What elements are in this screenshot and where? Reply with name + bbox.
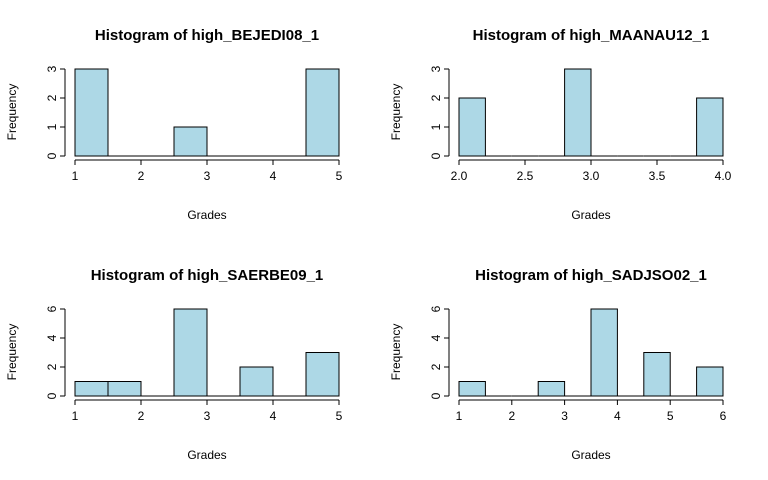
panel-2-bars <box>458 68 724 157</box>
histogram-bar <box>643 352 671 397</box>
histogram-bar <box>537 381 566 397</box>
histogram-bar <box>458 97 486 157</box>
x-tick-label: 3.5 <box>649 169 666 183</box>
x-tick-label: 2.5 <box>517 169 534 183</box>
panel-1-x-axis: 1 2 3 4 5 <box>72 159 343 183</box>
histogram-bar <box>564 68 592 157</box>
x-tick-label: 4 <box>270 409 277 423</box>
histogram-panel-1: Histogram of high_BEJEDI08_1 Grades Freq… <box>5 27 343 222</box>
histogram-bar <box>305 68 340 157</box>
y-tick-label: 0 <box>45 392 59 399</box>
panel-3-x-axis-label: Grades <box>187 448 226 462</box>
y-tick-label: 4 <box>429 334 443 341</box>
x-tick-label: 3.0 <box>583 169 600 183</box>
panel-3-y-axis: 0 2 4 6 <box>45 305 66 399</box>
panel-3-bars <box>74 308 340 397</box>
y-tick-label: 2 <box>429 94 443 101</box>
histogram-panel-3: Histogram of high_SAERBE09_1 Grades Freq… <box>5 267 343 462</box>
histogram-panel-4: Histogram of high_SADJSO02_1 Grades Freq… <box>389 267 727 462</box>
panel-4-bars <box>458 308 724 397</box>
y-tick-label: 4 <box>45 334 59 341</box>
panel-3-y-axis-label: Frequency <box>5 324 19 381</box>
panel-1-bars <box>74 68 340 157</box>
x-tick-label: 3 <box>204 169 211 183</box>
panel-3-x-axis: 1 2 3 4 5 <box>72 399 343 423</box>
panel-2-y-axis: 0 1 2 3 <box>429 65 450 159</box>
x-tick-label: 1 <box>72 409 79 423</box>
histogram-bar <box>590 308 618 397</box>
x-tick-label: 1 <box>72 169 79 183</box>
y-tick-label: 2 <box>45 363 59 370</box>
histogram-bar <box>74 68 109 157</box>
histogram-bar <box>458 381 486 397</box>
x-tick-label: 6 <box>720 409 727 423</box>
x-tick-label: 2 <box>138 409 145 423</box>
histogram-bar <box>107 381 142 397</box>
histogram-bar <box>173 308 208 397</box>
y-tick-label: 1 <box>429 123 443 130</box>
panel-1-y-axis: 0 1 2 3 <box>45 65 66 159</box>
panel-2-x-axis: 2.0 2.5 3.0 3.5 4.0 <box>451 159 732 183</box>
y-tick-label: 2 <box>45 94 59 101</box>
panel-2-title: Histogram of high_MAANAU12_1 <box>473 27 710 44</box>
y-tick-label: 3 <box>45 65 59 72</box>
x-tick-label: 5 <box>667 409 674 423</box>
histogram-bar <box>239 366 274 397</box>
y-tick-label: 2 <box>429 363 443 370</box>
histogram-panel-2: Histogram of high_MAANAU12_1 Grades Freq… <box>389 27 732 222</box>
x-tick-label: 2.0 <box>451 169 468 183</box>
panel-4-title: Histogram of high_SADJSO02_1 <box>475 267 707 284</box>
x-tick-label: 5 <box>336 169 343 183</box>
y-tick-label: 6 <box>45 305 59 312</box>
y-tick-label: 6 <box>429 305 443 312</box>
histogram-bar <box>74 381 109 397</box>
panel-1-x-axis-label: Grades <box>187 208 226 222</box>
panel-1-y-axis-label: Frequency <box>5 84 19 141</box>
panel-2-y-axis-label: Frequency <box>389 84 403 141</box>
x-tick-label: 4.0 <box>715 169 732 183</box>
x-tick-label: 3 <box>561 409 568 423</box>
histogram-bar <box>305 352 340 397</box>
x-tick-label: 2 <box>508 409 515 423</box>
panel-4-x-axis: 1 2 3 4 5 6 <box>456 399 727 423</box>
y-tick-label: 0 <box>429 392 443 399</box>
y-tick-label: 1 <box>45 123 59 130</box>
x-tick-label: 4 <box>270 169 277 183</box>
x-tick-label: 3 <box>204 409 211 423</box>
panel-2-x-axis-label: Grades <box>571 208 610 222</box>
panel-3-title: Histogram of high_SAERBE09_1 <box>91 267 324 284</box>
panel-4-y-axis: 0 2 4 6 <box>429 305 450 399</box>
y-tick-label: 3 <box>429 65 443 72</box>
histogram-bar <box>173 126 208 157</box>
y-tick-label: 0 <box>429 152 443 159</box>
panel-4-y-axis-label: Frequency <box>389 324 403 381</box>
x-tick-label: 2 <box>138 169 145 183</box>
x-tick-label: 1 <box>456 409 463 423</box>
x-tick-label: 5 <box>336 409 343 423</box>
x-tick-label: 4 <box>614 409 621 423</box>
y-tick-label: 0 <box>45 152 59 159</box>
panel-4-x-axis-label: Grades <box>571 448 610 462</box>
histogram-bar <box>696 97 724 157</box>
panel-1-title: Histogram of high_BEJEDI08_1 <box>95 27 319 44</box>
histogram-bar <box>696 366 724 397</box>
